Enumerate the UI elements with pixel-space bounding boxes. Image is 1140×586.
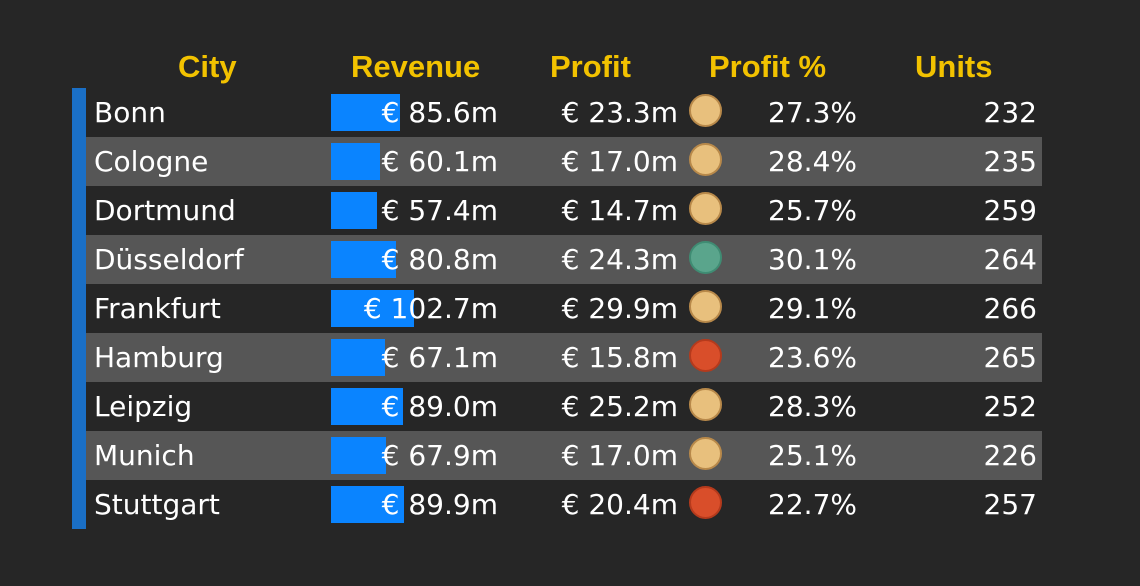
city-performance-table: City Revenue Profit Profit % Units Bonn … bbox=[72, 40, 1042, 530]
profit-label: € 17.0m bbox=[561, 145, 678, 178]
city-cell: Frankfurt bbox=[94, 292, 221, 325]
city-cell: Cologne bbox=[94, 145, 209, 178]
revenue-bar bbox=[331, 241, 396, 278]
units-label: 232 bbox=[983, 96, 1037, 129]
status-dot bbox=[689, 241, 722, 274]
profit-percent-label: 25.1% bbox=[768, 439, 857, 472]
status-dot bbox=[689, 339, 722, 372]
profit-percent-label: 27.3% bbox=[768, 96, 857, 129]
status-dot bbox=[689, 192, 722, 225]
revenue-bar bbox=[331, 388, 403, 425]
profit-label: € 25.2m bbox=[561, 390, 678, 423]
profit-percent-label: 25.7% bbox=[768, 194, 857, 227]
revenue-label: € 67.1m bbox=[381, 341, 498, 374]
status-dot bbox=[689, 486, 722, 519]
profit-label: € 23.3m bbox=[561, 96, 678, 129]
revenue-bar bbox=[331, 94, 400, 131]
table-row: Hamburg € 67.1m € 15.8m 23.6% 265 bbox=[86, 333, 1042, 382]
city-cell: Leipzig bbox=[94, 390, 193, 423]
units-label: 264 bbox=[983, 243, 1037, 276]
profit-percent-label: 30.1% bbox=[768, 243, 857, 276]
revenue-label: € 67.9m bbox=[381, 439, 498, 472]
status-dot bbox=[689, 94, 722, 127]
city-cell: Hamburg bbox=[94, 341, 224, 374]
profit-label: € 15.8m bbox=[561, 341, 678, 374]
units-label: 257 bbox=[983, 488, 1037, 521]
table-row: Munich € 67.9m € 17.0m 25.1% 226 bbox=[86, 431, 1042, 480]
revenue-label: € 102.7m bbox=[363, 292, 498, 325]
revenue-label: € 60.1m bbox=[381, 145, 498, 178]
accent-line bbox=[72, 88, 86, 529]
units-label: 252 bbox=[983, 390, 1037, 423]
profit-label: € 29.9m bbox=[561, 292, 678, 325]
profit-label: € 20.4m bbox=[561, 488, 678, 521]
city-cell: Dortmund bbox=[94, 194, 236, 227]
status-dot bbox=[689, 437, 722, 470]
table-row: Dortmund € 57.4m € 14.7m 25.7% 259 bbox=[86, 186, 1042, 235]
header-city: City bbox=[178, 49, 237, 84]
revenue-bar bbox=[331, 486, 404, 523]
profit-percent-label: 22.7% bbox=[768, 488, 857, 521]
status-dot bbox=[689, 388, 722, 421]
revenue-label: € 89.9m bbox=[381, 488, 498, 521]
table-row: Cologne € 60.1m € 17.0m 28.4% 235 bbox=[86, 137, 1042, 186]
profit-label: € 17.0m bbox=[561, 439, 678, 472]
city-cell: Munich bbox=[94, 439, 195, 472]
revenue-bar bbox=[331, 290, 414, 327]
revenue-bar bbox=[331, 437, 386, 474]
profit-label: € 24.3m bbox=[561, 243, 678, 276]
units-label: 235 bbox=[983, 145, 1037, 178]
table-row: Stuttgart € 89.9m € 20.4m 22.7% 257 bbox=[86, 480, 1042, 529]
profit-label: € 14.7m bbox=[561, 194, 678, 227]
city-cell: Düsseldorf bbox=[94, 243, 244, 276]
table-row: Frankfurt € 102.7m € 29.9m 29.1% 266 bbox=[86, 284, 1042, 333]
status-dot bbox=[689, 143, 722, 176]
revenue-label: € 80.8m bbox=[381, 243, 498, 276]
status-dot bbox=[689, 290, 722, 323]
units-label: 226 bbox=[983, 439, 1037, 472]
revenue-label: € 57.4m bbox=[381, 194, 498, 227]
table-row: Düsseldorf € 80.8m € 24.3m 30.1% 264 bbox=[86, 235, 1042, 284]
revenue-bar bbox=[331, 192, 377, 229]
header-profit-percent: Profit % bbox=[709, 49, 827, 84]
table-row: Leipzig € 89.0m € 25.2m 28.3% 252 bbox=[86, 382, 1042, 431]
city-cell: Stuttgart bbox=[94, 488, 220, 521]
table-row: Bonn € 85.6m € 23.3m 27.3% 232 bbox=[86, 88, 1042, 137]
table-header: City Revenue Profit Profit % Units bbox=[72, 40, 1042, 88]
profit-percent-label: 28.4% bbox=[768, 145, 857, 178]
header-units: Units bbox=[915, 49, 993, 84]
units-label: 259 bbox=[983, 194, 1037, 227]
units-label: 266 bbox=[983, 292, 1037, 325]
table-body: Bonn € 85.6m € 23.3m 27.3% 232 Cologne €… bbox=[86, 88, 1042, 529]
header-revenue: Revenue bbox=[351, 49, 481, 84]
header-profit: Profit bbox=[550, 49, 631, 84]
profit-percent-label: 29.1% bbox=[768, 292, 857, 325]
profit-percent-label: 28.3% bbox=[768, 390, 857, 423]
revenue-label: € 89.0m bbox=[381, 390, 498, 423]
units-label: 265 bbox=[983, 341, 1037, 374]
profit-percent-label: 23.6% bbox=[768, 341, 857, 374]
revenue-bar bbox=[331, 143, 380, 180]
revenue-bar bbox=[331, 339, 385, 376]
city-cell: Bonn bbox=[94, 96, 166, 129]
revenue-label: € 85.6m bbox=[381, 96, 498, 129]
